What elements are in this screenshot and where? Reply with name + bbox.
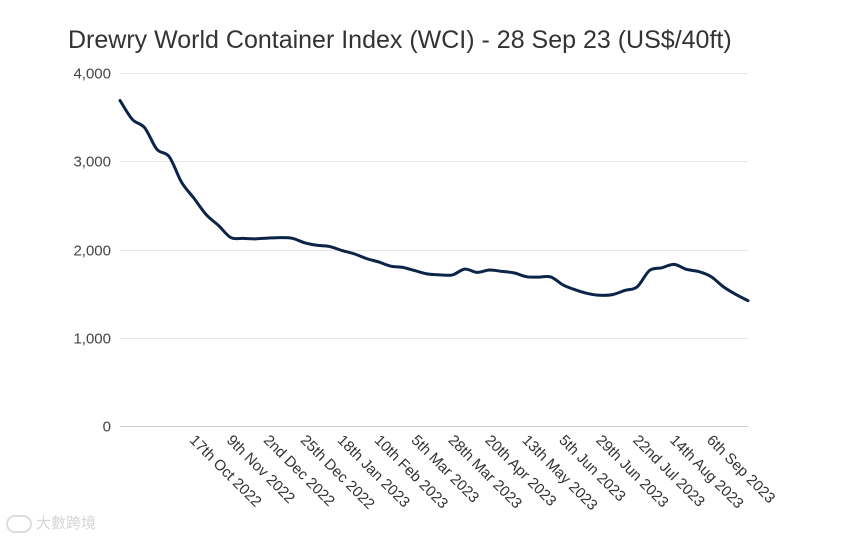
watermark-logo-icon [6,515,32,534]
series-line [118,98,750,303]
chart-title: Drewry World Container Index (WCI) - 28 … [68,26,732,54]
watermark: 大數跨境 [6,512,97,534]
series-layer [118,98,750,303]
watermark-text: 大數跨境 [36,515,97,532]
gridlines [120,73,748,427]
y-tick-label: 2,000 [73,243,111,260]
y-tick-label: 4,000 [73,66,111,83]
y-tick-label: 1,000 [73,331,111,348]
y-tick-label: 0 [103,419,111,436]
y-axis-ticks: 0 1,000 2,000 3,000 4,000 [73,66,111,436]
y-tick-label: 3,000 [73,154,111,171]
